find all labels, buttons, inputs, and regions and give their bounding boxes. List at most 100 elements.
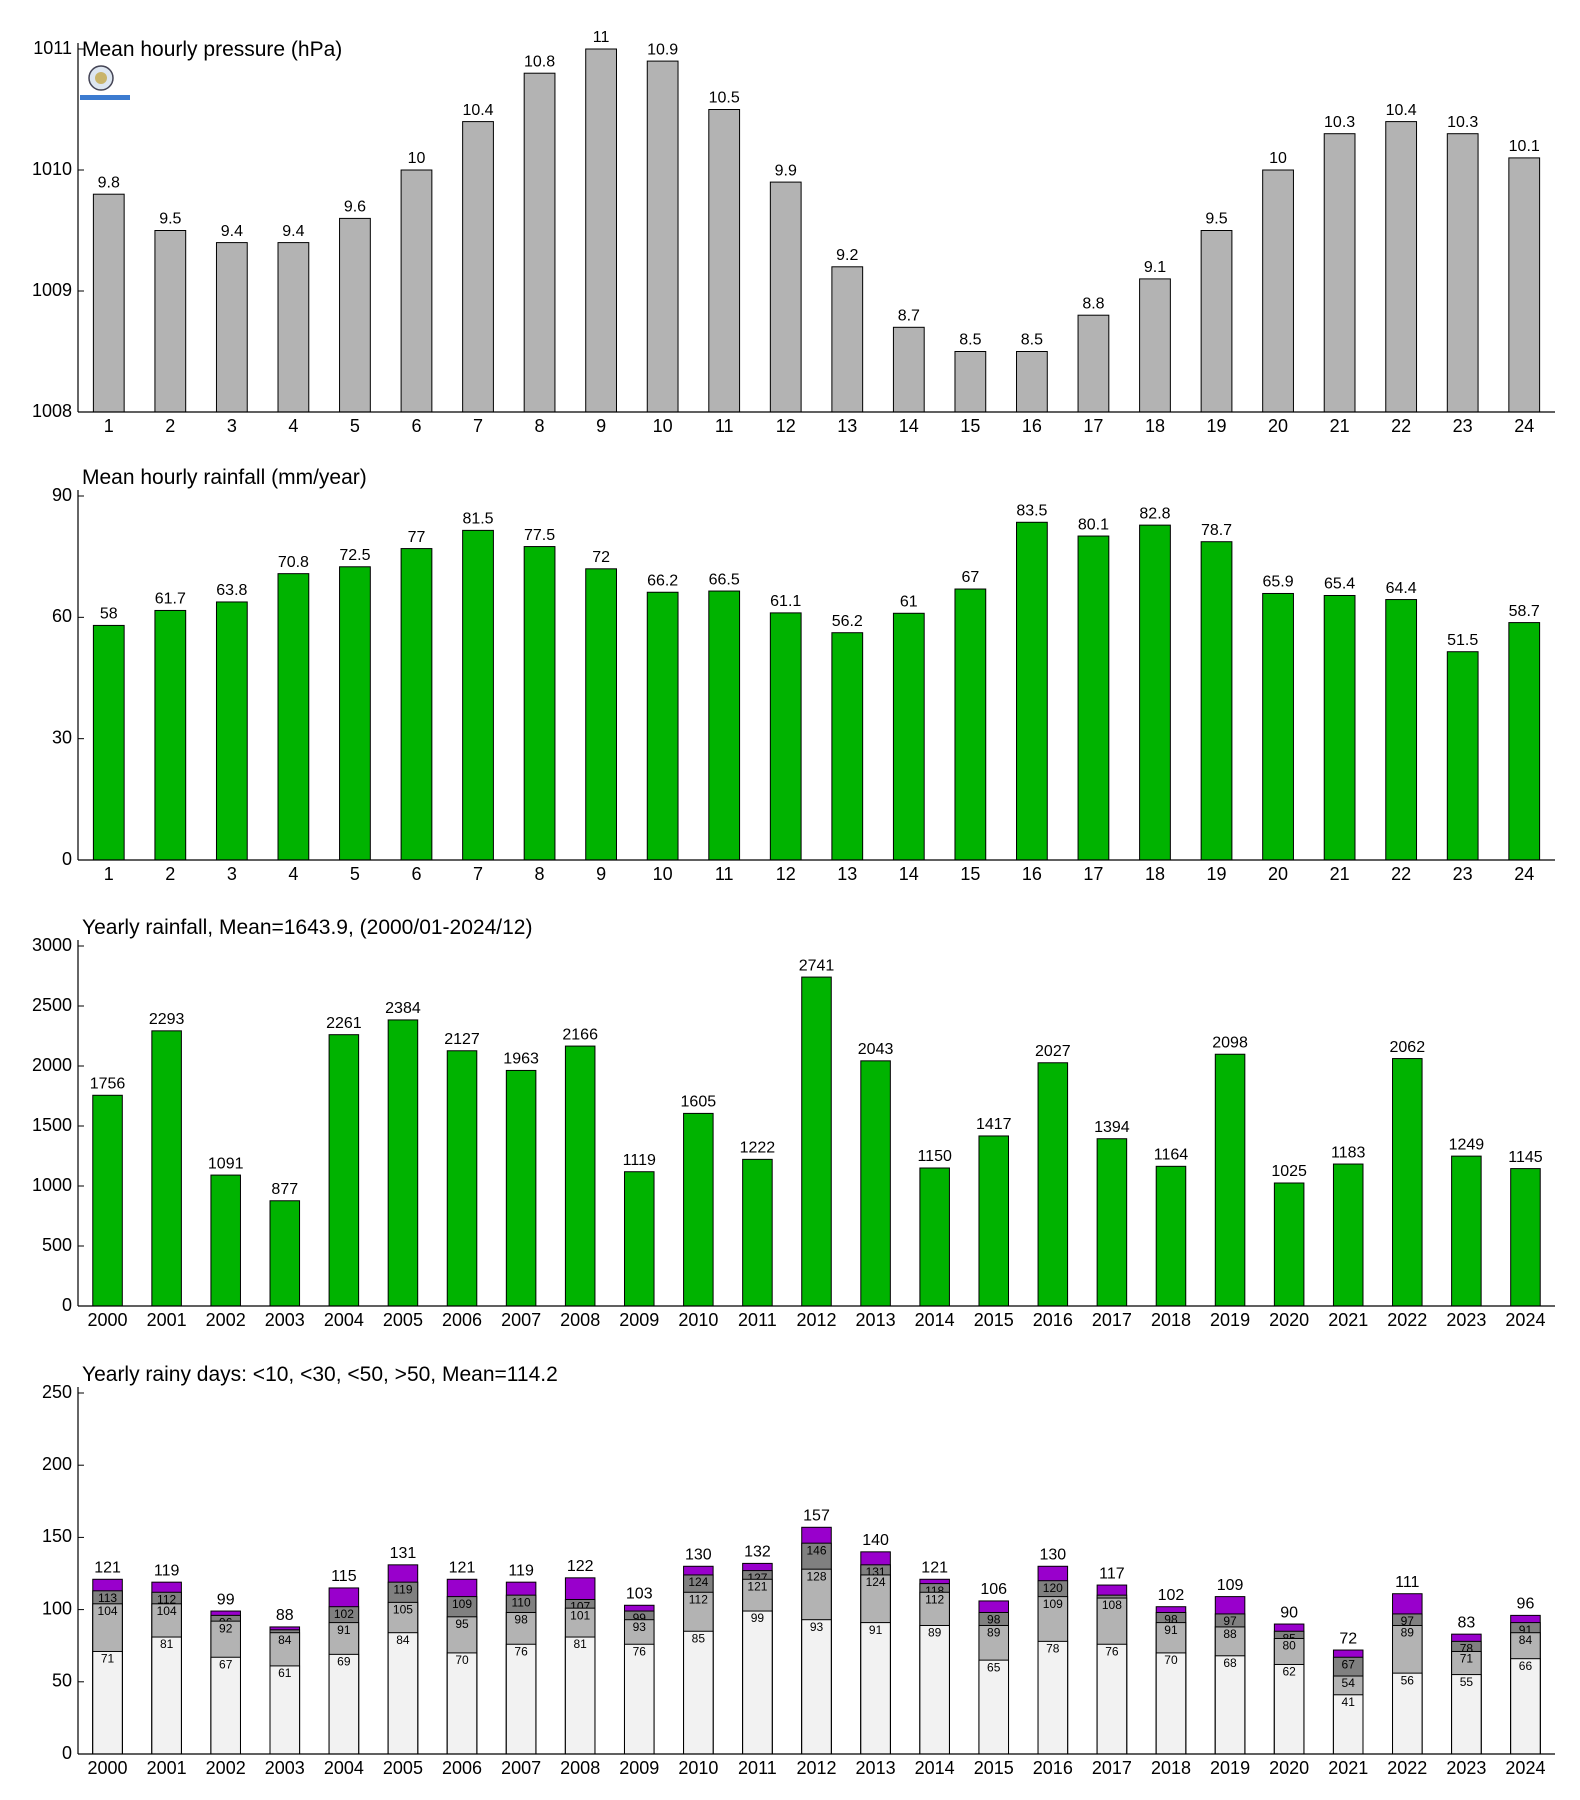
value-label: 2127 (444, 1031, 480, 1048)
bar-segment (387, 1632, 419, 1755)
segment-label: 62 (1282, 1665, 1296, 1679)
x-tick-label: 1 (104, 864, 114, 884)
bar (623, 1171, 655, 1307)
segment-label: 124 (866, 1575, 886, 1589)
bar (831, 266, 864, 413)
bar (892, 612, 925, 861)
value-label: 2043 (858, 1041, 894, 1058)
bar (339, 566, 371, 861)
bar (154, 609, 187, 861)
value-label: 1605 (681, 1094, 717, 1111)
x-tick-label: 2021 (1328, 1758, 1368, 1778)
x-tick-label: 2004 (324, 1758, 364, 1778)
x-tick-label: 22 (1391, 416, 1411, 436)
bar (860, 1060, 891, 1307)
x-tick-label: 23 (1453, 864, 1473, 884)
value-label: 109 (1217, 1577, 1244, 1594)
x-tick-label: 11 (715, 864, 734, 884)
value-label: 51.5 (1447, 632, 1478, 649)
value-label: 2098 (1212, 1034, 1248, 1051)
bar (1155, 1165, 1187, 1307)
bar (646, 591, 679, 861)
bar (1037, 1062, 1069, 1307)
value-label: 2384 (385, 1000, 421, 1017)
segment-label: 76 (1105, 1644, 1119, 1658)
bar (215, 601, 248, 861)
y-tick-label: 250 (42, 1382, 72, 1402)
x-tick-label: 2024 (1505, 1310, 1545, 1330)
x-tick-label: 2024 (1505, 1758, 1545, 1778)
value-label: 77 (408, 529, 426, 546)
segment-label: 104 (157, 1604, 177, 1618)
bar-segment (623, 1643, 655, 1755)
bar (1508, 622, 1541, 861)
bar (1077, 535, 1110, 861)
x-tick-label: 2018 (1151, 1310, 1191, 1330)
segment-label: 104 (98, 1604, 118, 1618)
segment-label: 128 (806, 1569, 826, 1583)
segment-label: 84 (396, 1633, 410, 1647)
segment-label: 98 (514, 1613, 528, 1627)
x-tick-label: 24 (1514, 864, 1534, 884)
segment-label: 120 (1043, 1581, 1063, 1595)
value-label: 61 (900, 594, 918, 611)
x-tick-label: 6 (411, 416, 421, 436)
segment-label: 61 (278, 1666, 292, 1680)
value-label: 9.4 (221, 223, 243, 240)
segment-label: 69 (337, 1655, 351, 1669)
segment-label: 80 (1282, 1639, 1296, 1653)
bar (1262, 592, 1294, 861)
segment-label: 67 (1342, 1657, 1356, 1671)
value-label: 10.4 (1386, 102, 1417, 119)
value-label: 10.8 (524, 53, 555, 70)
bar (1096, 1138, 1128, 1307)
y-tick-label: 1010 (32, 159, 72, 179)
x-tick-label: 3 (227, 864, 237, 884)
bar-segment (1510, 1658, 1541, 1755)
segment-label: 76 (514, 1644, 528, 1658)
bar (1510, 1168, 1541, 1307)
bar (269, 1200, 301, 1307)
x-tick-label: 15 (960, 416, 980, 436)
bar-segment (683, 1630, 714, 1755)
y-tick-label: 2000 (32, 1055, 72, 1075)
bar (919, 1167, 950, 1307)
bar (1262, 169, 1294, 413)
x-tick-label: 2005 (383, 1310, 423, 1330)
y-tick-label: 60 (52, 606, 72, 626)
x-tick-label: 2019 (1210, 1310, 1250, 1330)
bar-segment (1451, 1674, 1482, 1755)
bar-segment (210, 1656, 241, 1755)
bar (708, 590, 741, 861)
bar (387, 1019, 419, 1307)
bar-segment (1392, 1672, 1423, 1755)
y-tick-label: 1500 (32, 1115, 72, 1135)
segment-label: 102 (334, 1607, 354, 1621)
value-label: 2166 (562, 1026, 598, 1043)
value-label: 1150 (917, 1148, 952, 1165)
value-label: 121 (921, 1559, 948, 1576)
x-tick-label: 2012 (796, 1758, 836, 1778)
value-label: 10.3 (1447, 114, 1478, 131)
x-tick-label: 2011 (738, 1310, 777, 1330)
value-label: 80.1 (1078, 516, 1109, 533)
segment-label: 112 (157, 1592, 176, 1606)
segment-label: 91 (337, 1623, 351, 1637)
bar-segment (564, 1636, 596, 1755)
x-tick-label: 19 (1207, 864, 1227, 884)
value-label: 9.5 (159, 211, 181, 228)
x-tick-label: 2 (165, 864, 175, 884)
value-label: 78.7 (1201, 522, 1232, 539)
value-label: 72 (592, 549, 610, 566)
value-label: 83.5 (1016, 503, 1047, 520)
value-label: 119 (508, 1562, 534, 1579)
x-tick-label: 4 (288, 864, 298, 884)
x-tick-label: 2014 (915, 1310, 955, 1330)
x-tick-label: 2011 (738, 1758, 777, 1778)
x-tick-label: 19 (1207, 416, 1227, 436)
chart-title: Mean hourly pressure (hPa) (82, 38, 342, 61)
segment-label: 71 (1460, 1652, 1474, 1666)
value-label: 10.4 (462, 102, 493, 119)
bar (1385, 121, 1418, 413)
